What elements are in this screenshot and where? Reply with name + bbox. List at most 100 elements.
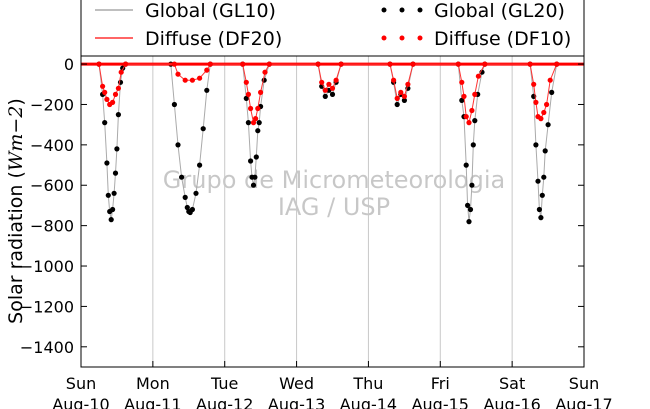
data-point (533, 99, 539, 105)
y-axis-label: Solar radiation (Wm−2) (5, 98, 27, 324)
grid (152, 56, 513, 367)
data-point (410, 61, 416, 67)
series-group (81, 61, 584, 225)
data-point (102, 120, 108, 126)
data-point (100, 83, 106, 89)
data-point (333, 77, 339, 83)
data-point (253, 116, 259, 122)
data-point (179, 174, 185, 180)
y-tick-label: −200 (30, 95, 74, 114)
data-point (171, 61, 177, 67)
data-point (108, 217, 114, 223)
data-point (466, 120, 472, 126)
data-point (536, 206, 543, 213)
data-point (535, 178, 541, 184)
data-point (466, 219, 472, 225)
data-point (248, 158, 254, 164)
data-point (207, 61, 213, 67)
x-tick-label-date: Aug-16 (483, 395, 540, 409)
data-point (110, 99, 116, 105)
data-point (171, 101, 177, 108)
x-tick-label-day: Mon (136, 374, 170, 393)
x-tick-label-day: Thu (352, 374, 383, 393)
x-tick-label-date: Aug-14 (340, 395, 397, 409)
x-tick-label-day: Wed (279, 374, 314, 393)
data-point (554, 61, 560, 67)
data-point (461, 93, 467, 99)
data-point (123, 61, 129, 67)
data-point (245, 120, 251, 126)
data-point (338, 61, 344, 67)
watermark: Grupo de Micrometeorologia IAG / USP (163, 166, 505, 221)
data-point (470, 142, 476, 148)
data-point (197, 75, 203, 81)
data-point (197, 162, 203, 168)
legend-label-gl10: Global (GL10) (145, 0, 276, 22)
data-point (105, 192, 111, 198)
data-point (175, 71, 181, 77)
data-point (542, 148, 548, 154)
data-point (182, 77, 188, 83)
data-point (252, 174, 258, 180)
x-axis: Sun Aug-10 Mon Aug-11 Tue Aug-12 Wed Aug-13 Thu A… (52, 361, 613, 409)
legend-swatch-gl20 (381, 7, 423, 13)
data-point (545, 122, 551, 128)
data-point (401, 93, 407, 99)
data-point (531, 81, 537, 87)
data-point (539, 192, 545, 198)
data-point (96, 61, 102, 67)
data-point (329, 91, 336, 97)
data-point (394, 95, 400, 101)
data-point (467, 206, 474, 213)
data-point (315, 61, 321, 67)
data-point (463, 114, 469, 120)
data-point (255, 128, 261, 134)
data-point (184, 204, 190, 211)
y-tick-label: −400 (30, 136, 74, 155)
data-point (250, 120, 257, 126)
legend-label-df10: Diffuse (DF10) (434, 28, 571, 50)
data-point (245, 91, 251, 97)
data-point (256, 120, 262, 126)
data-point (472, 91, 478, 97)
data-point (248, 105, 254, 112)
data-point (262, 69, 268, 75)
data-point (469, 182, 475, 188)
data-point (104, 96, 110, 102)
data-point (527, 61, 533, 67)
data-point (463, 162, 469, 168)
x-tick-label-date: Aug-17 (555, 395, 612, 409)
data-point (538, 116, 544, 122)
data-point (112, 91, 119, 97)
data-point (549, 89, 555, 95)
x-tick-label-day: Tue (210, 374, 238, 393)
data-point (250, 182, 257, 188)
y-tick-label: 0 (64, 55, 74, 74)
data-point (102, 89, 108, 95)
data-point (405, 81, 411, 87)
data-point (266, 61, 272, 67)
data-point (326, 81, 332, 87)
data-point (394, 101, 400, 108)
data-point (322, 87, 328, 93)
legend-label-df20: Diffuse (DF20) (145, 28, 282, 50)
data-point (533, 142, 539, 148)
x-tick-label-day: Sun (66, 374, 96, 393)
data-point (465, 202, 471, 208)
data-point (112, 170, 119, 176)
data-point (111, 190, 117, 196)
data-point (243, 95, 249, 101)
data-point (482, 61, 488, 67)
data-point (387, 61, 393, 67)
data-point (189, 77, 195, 83)
data-point (200, 126, 206, 132)
data-point (253, 154, 259, 160)
x-tick-label-date: Aug-11 (124, 395, 181, 409)
data-point (455, 61, 461, 67)
y-tick-label: −800 (30, 217, 74, 236)
data-point (104, 160, 110, 166)
data-point (544, 101, 550, 108)
data-point (115, 112, 121, 118)
data-point (538, 215, 544, 221)
y-tick-label: −1000 (20, 257, 74, 276)
